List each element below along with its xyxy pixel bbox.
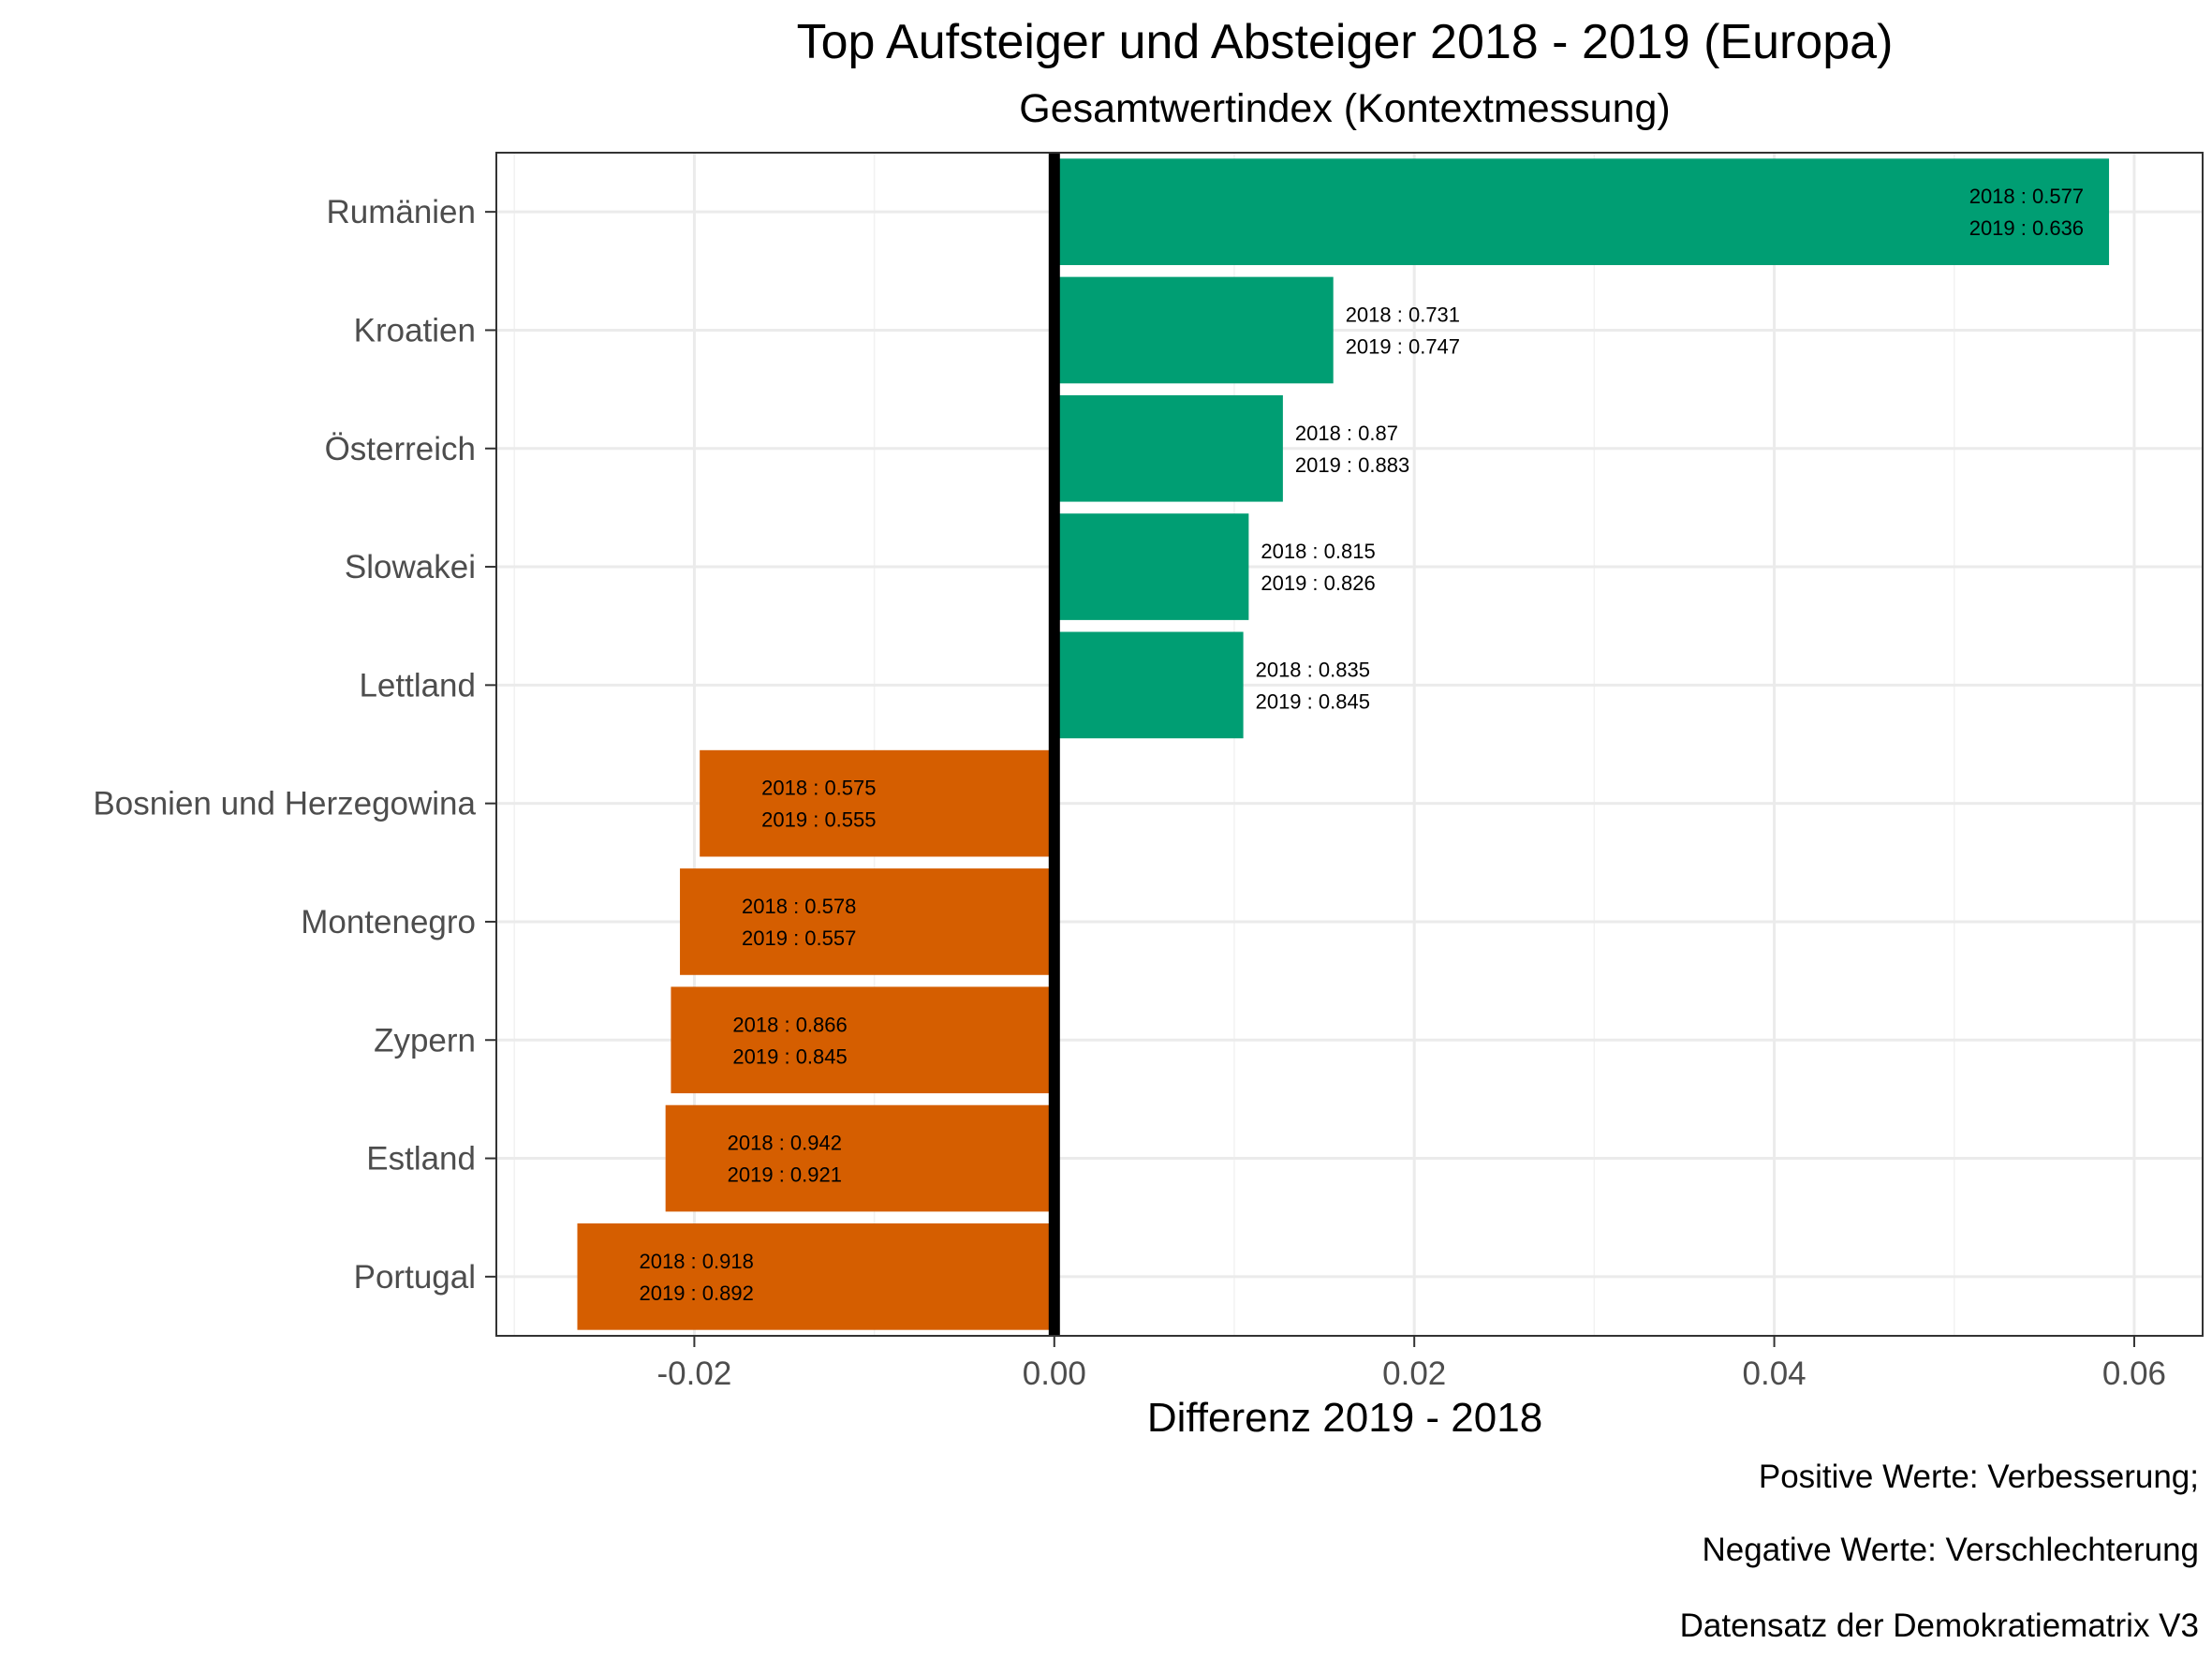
chart-title: Top Aufsteiger und Absteiger 2018 - 2019… bbox=[797, 15, 1894, 69]
bar-label: 2019 : 0.921 bbox=[728, 1163, 842, 1187]
bar-label: 2018 : 0.835 bbox=[1256, 658, 1370, 681]
plot-border bbox=[495, 152, 2204, 1337]
y-tick-label: Österreich bbox=[325, 431, 476, 467]
bar bbox=[665, 1104, 1054, 1212]
chart-subtitle: Gesamtwertindex (Kontextmessung) bbox=[1019, 86, 1670, 131]
caption-line: Positive Werte: Verbesserung; bbox=[1759, 1459, 2199, 1495]
bar bbox=[577, 1223, 1054, 1330]
y-tick-label: Slowakei bbox=[345, 549, 476, 585]
bar-label: 2019 : 0.557 bbox=[742, 926, 856, 950]
bar-label: 2018 : 0.918 bbox=[639, 1250, 753, 1273]
bar-label: 2018 : 0.577 bbox=[1969, 185, 2084, 208]
y-tick-label: Rumänien bbox=[326, 194, 476, 230]
y-tick-label: Bosnien und Herzegowina bbox=[93, 786, 476, 822]
y-tick-label: Kroatien bbox=[354, 312, 476, 348]
bar-label: 2019 : 0.883 bbox=[1295, 453, 1409, 477]
bar-label: 2019 : 0.636 bbox=[1969, 216, 2084, 240]
bar bbox=[1054, 631, 1244, 739]
y-tick-label: Portugal bbox=[354, 1259, 476, 1296]
bar-label: 2018 : 0.866 bbox=[732, 1013, 847, 1036]
bar-label: 2019 : 0.747 bbox=[1346, 334, 1460, 358]
x-tick-label: 0.06 bbox=[2102, 1355, 2166, 1392]
x-tick-label: 0.00 bbox=[1023, 1355, 1086, 1392]
bar-label: 2018 : 0.731 bbox=[1346, 303, 1460, 326]
bar-label: 2018 : 0.578 bbox=[742, 895, 856, 918]
bar bbox=[671, 986, 1054, 1094]
y-tick-label: Lettland bbox=[359, 667, 476, 704]
bar-label: 2018 : 0.815 bbox=[1261, 540, 1375, 563]
bar-label: 2018 : 0.575 bbox=[761, 777, 876, 800]
bar bbox=[1054, 276, 1334, 384]
axes: Rumänien Kroatien Österreich Slowakei Lettla… bbox=[93, 152, 2204, 1392]
x-tick-label: 0.02 bbox=[1382, 1355, 1446, 1392]
y-tick-label: Zypern bbox=[374, 1022, 476, 1059]
caption-line: Negative Werte: Verschlechterung bbox=[1703, 1532, 2199, 1568]
bar bbox=[1054, 513, 1249, 620]
bar-label: 2019 : 0.555 bbox=[761, 808, 876, 832]
bar bbox=[680, 868, 1054, 975]
bar-label: 2018 : 0.87 bbox=[1295, 422, 1398, 445]
x-tick-label: -0.02 bbox=[657, 1355, 732, 1392]
bars bbox=[577, 153, 2110, 1336]
bar-label: 2018 : 0.942 bbox=[728, 1132, 842, 1155]
bar bbox=[1054, 158, 2110, 265]
x-tick-label: 0.04 bbox=[1743, 1355, 1806, 1392]
y-tick-label: Montenegro bbox=[301, 904, 476, 941]
bar bbox=[1054, 394, 1283, 502]
bar-label: 2019 : 0.845 bbox=[732, 1044, 847, 1068]
bar-labels: 2018 : 0.577 2019 : 0.636 2018 : 0.731 2019… bbox=[639, 185, 2084, 1305]
bar bbox=[700, 749, 1054, 857]
caption-line: Datensatz der Demokratiematrix V3 bbox=[1680, 1607, 2199, 1644]
bar-label: 2019 : 0.845 bbox=[1256, 689, 1370, 713]
bar-label: 2019 : 0.826 bbox=[1261, 571, 1375, 595]
y-tick-label: Estland bbox=[366, 1141, 476, 1178]
caption: Positive Werte: Verbesserung; Negative We… bbox=[1680, 1459, 2199, 1644]
x-axis-label: Differenz 2019 - 2018 bbox=[1147, 1395, 1542, 1441]
bar-label: 2019 : 0.892 bbox=[639, 1281, 753, 1305]
